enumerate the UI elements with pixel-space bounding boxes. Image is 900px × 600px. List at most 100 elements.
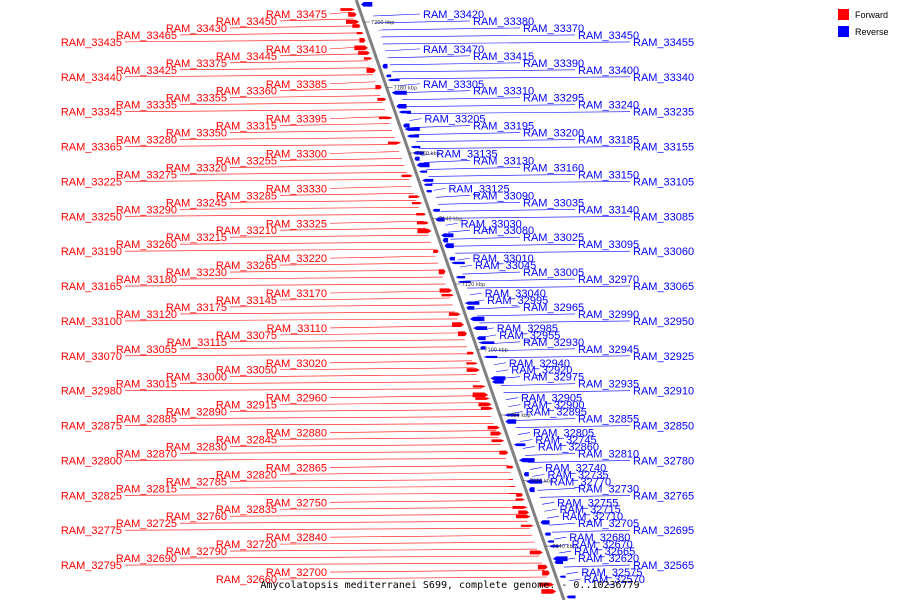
forward-gene-label[interactable]: RAM_33190 [61,246,122,258]
forward-gene-label[interactable]: RAM_33210 [216,225,277,237]
forward-gene-label[interactable]: RAM_33020 [266,358,327,370]
forward-gene-label[interactable]: RAM_32880 [266,428,327,440]
forward-gene-label[interactable]: RAM_33330 [266,183,327,195]
forward-gene-label[interactable]: RAM_33050 [216,365,277,377]
forward-gene-label[interactable]: RAM_33285 [216,190,277,202]
forward-gene-label[interactable]: RAM_33055 [116,344,177,356]
reverse-gene-label[interactable]: RAM_32950 [633,316,694,328]
forward-gene-label[interactable]: RAM_33075 [216,330,277,342]
forward-gene-label[interactable]: RAM_33435 [61,37,122,49]
reverse-gene-label[interactable]: RAM_33235 [633,107,694,119]
reverse-gene-label[interactable]: RAM_32940 [509,358,570,370]
reverse-gene-label[interactable]: RAM_32745 [535,434,596,446]
forward-gene-label[interactable]: RAM_33300 [266,149,327,161]
reverse-gene-label[interactable]: RAM_32920 [511,365,572,377]
forward-gene-label[interactable]: RAM_32790 [166,546,227,558]
forward-gene-label[interactable]: RAM_33465 [116,30,177,42]
reverse-gene-label[interactable]: RAM_33005 [523,267,584,279]
forward-gene-label[interactable]: RAM_33180 [116,274,177,286]
reverse-gene-label[interactable]: RAM_33185 [578,135,639,147]
forward-gene-label[interactable]: RAM_32700 [266,567,327,579]
reverse-gene-label[interactable]: RAM_33295 [523,93,584,105]
forward-gene-label[interactable]: RAM_33425 [116,65,177,77]
reverse-gene-label[interactable]: RAM_32805 [533,428,594,440]
forward-gene-label[interactable]: RAM_32690 [116,553,177,565]
reverse-gene-label[interactable]: RAM_32780 [633,455,694,467]
reverse-gene-label[interactable]: RAM_32970 [578,274,639,286]
reverse-gene-label[interactable]: RAM_32900 [523,400,584,412]
forward-gene-label[interactable]: RAM_33430 [166,23,227,35]
reverse-gene-label[interactable]: RAM_33065 [633,281,694,293]
reverse-gene-label[interactable]: RAM_32965 [523,302,584,314]
reverse-gene-label[interactable]: RAM_32735 [548,469,609,481]
forward-gene-label[interactable]: RAM_33165 [61,281,122,293]
forward-gene-label[interactable]: RAM_32820 [216,469,277,481]
reverse-gene-label[interactable]: RAM_32905 [521,393,582,405]
forward-gene-label[interactable]: RAM_33015 [116,379,177,391]
forward-gene-label[interactable]: RAM_32890 [166,407,227,419]
reverse-gene-label[interactable]: RAM_33340 [633,72,694,84]
forward-gene-label[interactable]: RAM_33375 [166,58,227,70]
forward-gene-label[interactable]: RAM_32760 [166,511,227,523]
reverse-gene-label[interactable]: RAM_32850 [633,421,694,433]
forward-gene-label[interactable]: RAM_33110 [267,323,327,335]
reverse-gene-label[interactable]: RAM_33080 [473,225,534,237]
reverse-gene-label[interactable]: RAM_33420 [423,9,484,21]
forward-gene-label[interactable]: RAM_32800 [61,455,122,467]
forward-gene-label[interactable]: RAM_32845 [216,434,277,446]
reverse-gene-label[interactable]: RAM_32755 [557,497,618,509]
forward-gene-label[interactable]: RAM_33145 [216,295,277,307]
forward-gene-label[interactable]: RAM_33290 [116,204,177,216]
reverse-gene-label[interactable]: RAM_33305 [423,79,484,91]
forward-gene-label[interactable]: RAM_33175 [166,302,227,314]
reverse-gene-label[interactable]: RAM_32565 [633,560,694,572]
reverse-gene-label[interactable]: RAM_33130 [473,155,534,167]
reverse-gene-label[interactable]: RAM_33415 [473,51,534,63]
forward-gene-label[interactable]: RAM_33220 [266,253,327,265]
reverse-gene-label[interactable]: RAM_33470 [423,44,484,56]
forward-gene-label[interactable]: RAM_33335 [116,100,177,112]
reverse-gene-label[interactable]: RAM_32705 [578,518,639,530]
forward-gene-label[interactable]: RAM_33345 [61,107,122,119]
forward-gene-label[interactable]: RAM_33440 [61,72,122,84]
forward-gene-label[interactable]: RAM_32750 [266,497,327,509]
forward-gene-label[interactable]: RAM_32875 [61,421,122,433]
reverse-gene-label[interactable]: RAM_33140 [578,204,639,216]
forward-gene-label[interactable]: RAM_33265 [216,260,277,272]
reverse-gene-label[interactable]: RAM_32925 [633,351,694,363]
reverse-gene-label[interactable]: RAM_33045 [475,260,536,272]
forward-gene-label[interactable]: RAM_32885 [116,414,177,426]
forward-gene-label[interactable]: RAM_33445 [216,51,277,63]
reverse-gene-label[interactable]: RAM_33310 [473,86,534,98]
reverse-gene-label[interactable]: RAM_32665 [574,546,635,558]
forward-gene-label[interactable]: RAM_33100 [61,316,122,328]
reverse-gene-label[interactable]: RAM_32985 [497,323,558,335]
reverse-gene-label[interactable]: RAM_33125 [448,183,509,195]
reverse-gene-label[interactable]: RAM_33095 [578,239,639,251]
forward-gene-label[interactable]: RAM_32775 [61,525,122,537]
reverse-gene-label[interactable]: RAM_32860 [538,441,599,453]
reverse-gene-label[interactable]: RAM_32730 [578,483,639,495]
forward-gene-label[interactable]: RAM_32660 [216,574,277,586]
reverse-gene-label[interactable]: RAM_32670 [572,539,633,551]
forward-gene-label[interactable]: RAM_33385 [266,79,327,91]
reverse-gene-label[interactable]: RAM_32620 [578,553,639,565]
reverse-gene-label[interactable]: RAM_32770 [550,476,611,488]
forward-gene-label[interactable]: RAM_33255 [216,155,277,167]
forward-gene-label[interactable]: RAM_33395 [266,114,327,126]
forward-gene-label[interactable]: RAM_33230 [166,267,227,279]
reverse-gene-label[interactable]: RAM_33085 [633,211,694,223]
forward-gene-label[interactable]: RAM_33360 [216,86,277,98]
forward-gene-label[interactable]: RAM_32795 [61,560,122,572]
forward-gene-label[interactable]: RAM_32870 [116,448,177,460]
reverse-gene-label[interactable]: RAM_33040 [485,288,546,300]
reverse-gene-label[interactable]: RAM_33390 [523,58,584,70]
forward-gene-label[interactable]: RAM_33365 [61,142,122,154]
forward-gene-label[interactable]: RAM_32865 [266,462,327,474]
forward-gene-label[interactable]: RAM_32840 [266,532,327,544]
reverse-gene-label[interactable]: RAM_33150 [578,169,639,181]
reverse-gene-label[interactable]: RAM_32930 [523,337,584,349]
reverse-gene-label[interactable]: RAM_33240 [578,100,639,112]
reverse-gene-label[interactable]: RAM_32765 [633,490,694,502]
reverse-gene-label[interactable]: RAM_32910 [633,386,694,398]
